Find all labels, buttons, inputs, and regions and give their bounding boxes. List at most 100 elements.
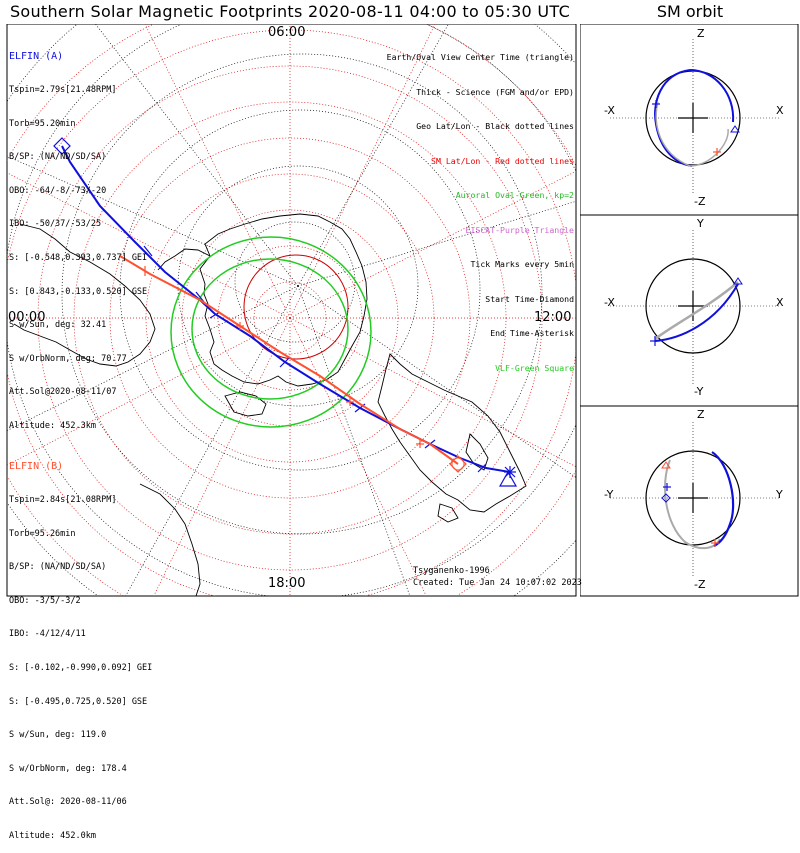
- orbit1-bottom-label: -Z: [694, 195, 706, 208]
- elfin-a-line: B/SP: (NA/ND/SD/SA): [9, 152, 107, 163]
- geo-circle: [177, 165, 419, 407]
- elfin-b-line: S: [-0.102,-0.990,0.092] GEI: [9, 662, 153, 673]
- orbit1-top-label: Z: [697, 27, 705, 40]
- legend-item: EISCAT-Purple Triangle: [465, 224, 574, 235]
- sm-meridian: [153, 317, 291, 596]
- legend-item: Tick Marks every 5min: [470, 259, 574, 269]
- plot-title: Southern Solar Magnetic Footprints 2020-…: [9, 2, 571, 21]
- sm-meridian: [7, 172, 291, 319]
- map-frame: [6, 24, 577, 597]
- orbit2-bottom-label: -Y: [694, 385, 704, 398]
- orbit-panel-xz: [610, 39, 780, 194]
- elfin-a-line: S: [-0.548,0.393,0.737] GEI: [9, 252, 148, 263]
- elfin-a-path: [61, 145, 511, 473]
- clock-label-bottom: 18:00: [268, 576, 306, 591]
- geo-circle: [119, 109, 481, 471]
- geo-meridian: [7, 285, 299, 431]
- elfin-b-line: S w/Sun, deg: 119.0: [9, 730, 107, 741]
- orbit3-left-label: -Y: [604, 488, 614, 501]
- elfin-a-tick: [195, 291, 205, 303]
- tasmania-coast: [437, 503, 459, 523]
- elfin-a-line: Att.Sol@2020-08-11/07: [9, 387, 117, 398]
- elfin-b-line: S: [-0.495,0.725,0.520] GSE: [9, 696, 148, 707]
- orbit2-left-label: -X: [604, 296, 615, 309]
- new-zealand-coast: [465, 433, 489, 471]
- elfin-b-line: OBO: -3/5/-3/2: [9, 595, 81, 606]
- elfin-b-orbit: [655, 101, 729, 167]
- elfin-a-line: OBO: -64/-8/-73/-20: [9, 185, 107, 196]
- created-timestamp: Created: Tue Jan 24 10:07:02 2023: [413, 578, 582, 588]
- south-america-coast: [13, 223, 156, 367]
- elfin-b-line: B/SP: (NA/ND/SD/SA): [9, 562, 107, 573]
- elfin-a-triangle: [733, 277, 743, 285]
- elfin-a-line: Altitude: 452.3km: [9, 420, 96, 431]
- elfin-b-center-circle: [451, 457, 465, 471]
- legend-item: Earth/Oval View Center Time (triangle): [386, 52, 574, 62]
- geo-meridian: [297, 24, 449, 287]
- orbit3-right-label: Y: [776, 488, 783, 501]
- elfin-a-line: S w/Sun, deg: 32.41: [9, 320, 107, 331]
- legend-item: SM Lat/Lon - Red dotted lines: [431, 155, 574, 166]
- legend-item: Thick - Science (FGM and/or EPD): [416, 86, 574, 97]
- elfin-a-line: IBO: -50/37/-53/25: [9, 219, 102, 230]
- elfin-a-tick: [143, 245, 153, 257]
- elfin-a-line: Tspin=2.79s[21.48RPM]: [9, 85, 117, 95]
- geo-meridian: [95, 24, 299, 287]
- sm-grid: [7, 24, 576, 596]
- sm-meridian: [289, 170, 576, 319]
- elfin-a-tick: [279, 356, 291, 368]
- legend: Earth/Oval View Center Time (triangle) T…: [387, 29, 574, 386]
- orbit3-bottom-label: -Z: [694, 578, 706, 591]
- elfin-b-line: Torb=95.26min: [9, 528, 76, 539]
- elfin-a-start-diamond: [53, 137, 71, 155]
- coastlines: [13, 213, 527, 596]
- island-coast: [224, 391, 267, 417]
- auroral-ovals: [170, 236, 372, 428]
- elfin-b-info: ELFIN (B) Tspin=2.84s[21.08RPM] Torb=95.…: [9, 439, 152, 853]
- elfin-a-name: ELFIN (A): [9, 51, 64, 63]
- orbit3-top-label: Z: [697, 408, 705, 421]
- elfin-a-line: S w/OrbNorm, deg: 70.77: [9, 353, 127, 364]
- elfin-a-line: S: [0.843,-0.133,0.520] GSE: [9, 286, 148, 297]
- geo-meridian: [297, 285, 576, 478]
- geo-circle: [234, 221, 356, 343]
- africa-tip-coast: [139, 483, 201, 596]
- auroral-oval-outer: [170, 236, 372, 428]
- legend-item: End Time-Asterisk: [490, 328, 574, 338]
- elfin-b-line: IBO: -4/12/4/11: [9, 629, 86, 640]
- legend-item: VLF-Green Square: [495, 362, 574, 373]
- footprint-map: [6, 24, 577, 597]
- orbit-panel-xy: [610, 230, 780, 386]
- elfin-a-orbit: [689, 69, 735, 123]
- elfin-b-name: ELFIN (B): [9, 461, 64, 473]
- model-credit: Tsyganenko-1996: [413, 566, 490, 576]
- orbit1-right-label: X: [776, 104, 784, 117]
- elfin-b-path: [119, 255, 459, 465]
- orbit-panel-yz: [610, 422, 780, 578]
- elfin-a-triangle: [730, 125, 740, 133]
- orbit2-top-label: Y: [697, 217, 704, 230]
- orbit-panel-title: SM orbit: [656, 2, 724, 21]
- elfin-b-asterisks: [139, 266, 424, 448]
- orbit1-left-label: -X: [604, 104, 615, 117]
- antarctic-peninsula-coast: [157, 248, 211, 271]
- elfin-b-line: Att.Sol@: 2020-08-11/06: [9, 797, 127, 808]
- elfin-a-info: ELFIN (A) Tspin=2.79s[21.48RPM] Torb=95.…: [9, 29, 147, 443]
- sm-meridian: [289, 24, 436, 319]
- elfin-a-center-triangle: [498, 470, 518, 487]
- elfin-b-line: Altitude: 452.0km: [9, 830, 96, 841]
- elfin-a-tick: [477, 463, 487, 473]
- geo-circle: [61, 53, 543, 535]
- elfin-b-line: Tspin=2.84s[21.08RPM]: [9, 495, 117, 505]
- clock-label-left: 00:00: [8, 310, 46, 325]
- clock-label-top: 06:00: [268, 25, 306, 40]
- elfin-a-orbit: [711, 451, 735, 547]
- elfin-b-orbit: [654, 281, 739, 341]
- sm-orbit-panels: [580, 24, 799, 597]
- antarctica-coast: [199, 213, 368, 387]
- legend-item: Start Time-Diamond: [485, 293, 574, 304]
- legend-item: Auroral Oval-Green, kp=2: [455, 190, 574, 200]
- orbit-frame: [580, 24, 799, 597]
- auroral-oval-inner: [191, 258, 349, 400]
- elfin-a-orbit: [654, 283, 739, 342]
